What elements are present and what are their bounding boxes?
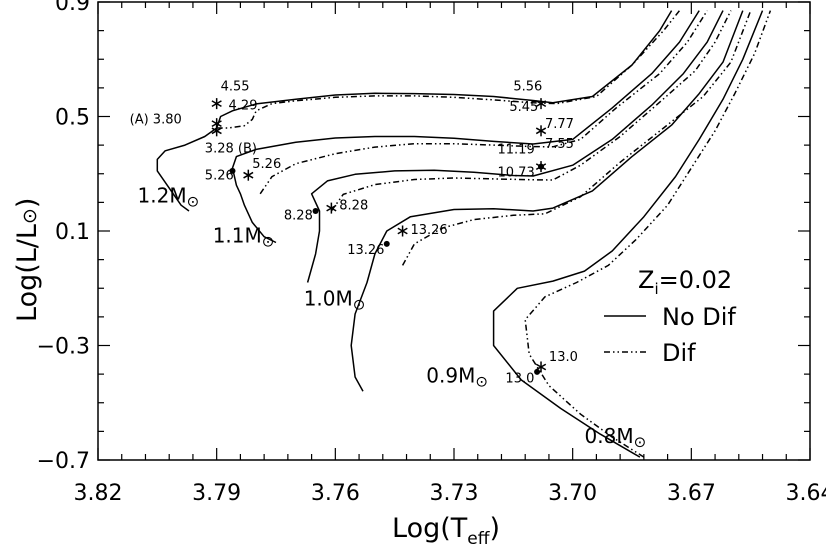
series-line-1-1M-nodif bbox=[231, 10, 700, 244]
series-line-1-0M-nodif bbox=[306, 10, 724, 283]
age-annotation: 4.29 bbox=[229, 98, 258, 113]
series-line-1-1M-dif bbox=[259, 10, 708, 195]
series-line-1-2M-dif bbox=[216, 10, 681, 129]
age-annotation: 4.55 bbox=[221, 80, 250, 95]
star-marker bbox=[535, 125, 547, 137]
age-annotation: 13.0 bbox=[549, 350, 578, 365]
star-marker bbox=[211, 125, 222, 137]
star-marker bbox=[535, 98, 547, 110]
legend-title-main: Z bbox=[638, 266, 654, 294]
y-axis-title-main: Log(L/L bbox=[12, 224, 43, 322]
x-axis-title: Log(Teff) bbox=[392, 513, 500, 547]
age-annotation: 5.26 bbox=[205, 168, 234, 183]
age-annotation: 13.26 bbox=[347, 243, 384, 258]
x-tick-label: 3.76 bbox=[311, 481, 360, 506]
x-tick-label: 3.79 bbox=[192, 481, 241, 506]
star-marker bbox=[326, 202, 337, 214]
star-marker bbox=[243, 169, 254, 181]
series-group bbox=[156, 10, 772, 458]
axis-ticks bbox=[97, 1, 811, 461]
age-annotation: 11.19 bbox=[498, 143, 535, 158]
series-line-0-8M-nodif bbox=[492, 10, 764, 458]
legend-label-dif: Dif bbox=[662, 339, 696, 367]
y-axis-title: Log(L/L⊙) bbox=[12, 198, 43, 322]
legend-title: Zi=0.02 bbox=[638, 266, 732, 298]
legend-title-sub: i bbox=[654, 280, 658, 298]
dot-marker bbox=[383, 240, 390, 247]
y-tick-label: −0.3 bbox=[37, 335, 90, 360]
age-annotation: 8.28 bbox=[284, 209, 313, 224]
series-line-0-9M-nodif bbox=[350, 10, 744, 392]
mass-labels-group: 1.2M⊙ 1.1M⊙ 1.0M⊙ 0.9M⊙ 0.8M⊙ bbox=[138, 183, 647, 450]
x-tick-label: 3.70 bbox=[548, 481, 597, 506]
dot-marker bbox=[538, 163, 545, 170]
legend-label-no-dif: No Dif bbox=[662, 303, 736, 331]
mass-label: 1.1M⊙ bbox=[213, 223, 275, 250]
x-axis-title-close: ) bbox=[489, 513, 500, 544]
mass-label: 1.2M⊙ bbox=[138, 183, 200, 210]
x-tick-label: 3.64 bbox=[786, 481, 826, 506]
star-marker bbox=[397, 225, 408, 237]
age-annotation: 5.56 bbox=[513, 80, 542, 95]
age-annotation: 10.73 bbox=[498, 166, 535, 181]
x-axis-title-main: Log(T bbox=[392, 513, 468, 544]
age-annotation: 3.28 (B) bbox=[205, 141, 257, 156]
age-annotation: 8.28 bbox=[339, 199, 368, 214]
star-marker bbox=[211, 98, 222, 110]
dot-marker bbox=[312, 207, 319, 214]
age-annotation: 7.55 bbox=[545, 137, 574, 152]
age-annotation: (A) 3.80 bbox=[130, 113, 182, 128]
markers-group bbox=[211, 98, 547, 375]
y-tick-label: 0.5 bbox=[55, 106, 90, 131]
y-tick-label: −0.7 bbox=[37, 449, 90, 474]
series-line-0-8M-dif bbox=[524, 10, 772, 458]
age-annotation: 13.26 bbox=[410, 223, 447, 238]
mass-label: 0.8M⊙ bbox=[585, 424, 647, 451]
mass-label: 1.0M⊙ bbox=[304, 286, 366, 313]
age-annotation: 7.77 bbox=[545, 117, 574, 132]
x-tick-label: 3.73 bbox=[430, 481, 479, 506]
mass-label: 0.9M⊙ bbox=[426, 364, 488, 391]
y-tick-label: 0.1 bbox=[55, 220, 90, 245]
age-annotation: 5.26 bbox=[252, 157, 281, 172]
series-line-0-9M-dif bbox=[401, 10, 752, 266]
star-marker bbox=[535, 361, 547, 373]
y-tick-label: 0.9 bbox=[55, 0, 90, 16]
dot-marker bbox=[534, 368, 541, 375]
dot-marker bbox=[229, 167, 236, 174]
age-annotation: 5.45 bbox=[509, 100, 538, 115]
y-axis-title-close: ) bbox=[12, 198, 43, 209]
y-axis-title-sun: ⊙ bbox=[19, 208, 41, 224]
x-axis-title-sub: eff bbox=[467, 529, 490, 547]
legend: Zi=0.02 No Dif Dif bbox=[604, 266, 736, 367]
legend-title-rest: =0.02 bbox=[659, 266, 733, 294]
x-tick-label: 3.82 bbox=[74, 481, 123, 506]
plot-frame bbox=[97, 1, 811, 461]
tick-labels: 3.82 3.79 3.76 3.73 3.70 3.67 3.64 0.9 0.5 0.1 −0.… bbox=[37, 0, 826, 506]
annotations-group: 4.554.29(A) 3.803.28 (B)5.265.268.288.28… bbox=[130, 80, 578, 387]
age-annotation: 13.0 bbox=[505, 372, 534, 387]
x-tick-label: 3.67 bbox=[667, 481, 716, 506]
